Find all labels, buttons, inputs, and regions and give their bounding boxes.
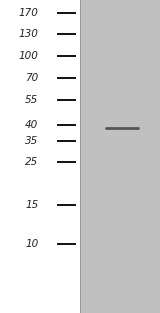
Text: 35: 35 — [25, 136, 38, 146]
Text: 130: 130 — [19, 29, 38, 39]
Text: 70: 70 — [25, 73, 38, 83]
Bar — [0, 0, 80, 313]
Text: 170: 170 — [19, 8, 38, 18]
Text: 15: 15 — [25, 200, 38, 210]
Text: 55: 55 — [25, 95, 38, 105]
Text: 40: 40 — [25, 120, 38, 130]
Text: 100: 100 — [19, 51, 38, 61]
Text: 25: 25 — [25, 157, 38, 167]
Bar — [80, 0, 160, 313]
Text: 10: 10 — [25, 239, 38, 249]
